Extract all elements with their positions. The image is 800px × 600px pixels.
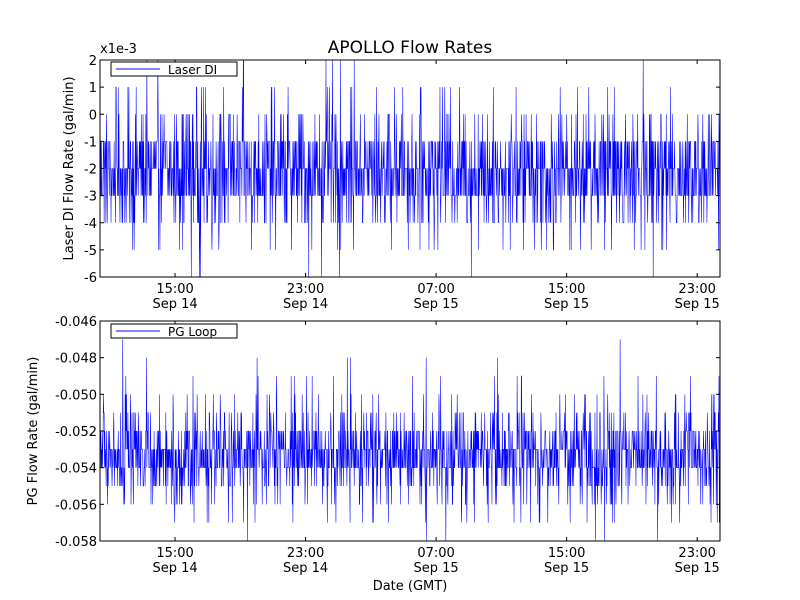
y-tick-label: -6 (84, 271, 97, 286)
series-laser-di (100, 60, 720, 277)
y-tick-label: 0 (89, 108, 97, 123)
x-tick-label: 15:00 (156, 282, 193, 297)
x-tick-label: 23:00 (287, 282, 324, 297)
y-tick-label: -0.050 (55, 388, 97, 403)
y-tick-label: -4 (84, 217, 97, 232)
series-line (100, 339, 720, 541)
y-axis-label: Laser DI Flow Rate (gal/min) (62, 76, 77, 260)
x-axis-label: Date (GMT) (373, 579, 448, 594)
x-tick-date-label: Sep 14 (152, 561, 197, 576)
x-tick-date-label: Sep 15 (544, 561, 589, 576)
x-tick-label: 15:00 (548, 282, 585, 297)
chart-pg-loop: PG Flow Rate (gal/min) -0.058-0.056-0.05… (26, 315, 721, 576)
y-tick-label: 1 (89, 81, 97, 96)
y-axis-label: PG Flow Rate (gal/min) (26, 357, 41, 506)
legend-label: Laser DI (168, 63, 217, 77)
legend-label: PG Loop (168, 325, 217, 339)
x-tick-date-label: Sep 15 (675, 561, 720, 576)
series-pg-loop (100, 339, 720, 541)
y-tick-label: -0.058 (55, 535, 97, 550)
y-tick-label: -0.052 (55, 425, 97, 440)
x-tick-label: 23:00 (678, 282, 715, 297)
y-tick-label: -3 (84, 190, 97, 205)
x-tick-label: 23:00 (287, 546, 324, 561)
x-tick-label: 15:00 (156, 546, 193, 561)
y-tick-label: -0.046 (55, 315, 97, 330)
x-tick-date-label: Sep 15 (414, 561, 459, 576)
y-tick-label: -0.048 (55, 352, 97, 367)
series-line (100, 60, 720, 277)
y-tick-label: -5 (84, 244, 97, 259)
offset-text: x1e-3 (100, 42, 137, 57)
legend-box (110, 61, 238, 77)
y-tick-label: -0.056 (55, 498, 97, 513)
y-tick-label: -0.054 (55, 462, 97, 477)
x-tick-label: 07:00 (417, 546, 454, 561)
axis-ticks: -0.058 -0.056 -0.054 -0.052 -0.050 -0.048 -0.0… (55, 315, 720, 576)
legend: Laser DI (110, 61, 238, 77)
x-tick-date-label: Sep 14 (283, 297, 328, 312)
x-tick-label: 15:00 (548, 546, 585, 561)
legend: PG Loop (110, 323, 238, 339)
x-tick-label: 23:00 (678, 546, 715, 561)
x-tick-date-label: Sep 15 (414, 297, 459, 312)
x-tick-date-label: Sep 14 (152, 297, 197, 312)
chart-laser-di: x1e-3 Laser DI Flow Rate (gal/min) -6 -5 -… (62, 42, 721, 312)
figure-title: APOLLO Flow Rates (328, 38, 493, 58)
x-tick-label: 07:00 (417, 282, 454, 297)
y-tick-label: 2 (89, 54, 97, 69)
y-tick-label: -2 (84, 163, 97, 178)
x-tick-date-label: Sep 15 (544, 297, 589, 312)
x-tick-date-label: Sep 15 (675, 297, 720, 312)
x-tick-date-label: Sep 14 (283, 561, 328, 576)
legend-box (110, 323, 238, 339)
y-tick-label: -1 (84, 135, 97, 150)
